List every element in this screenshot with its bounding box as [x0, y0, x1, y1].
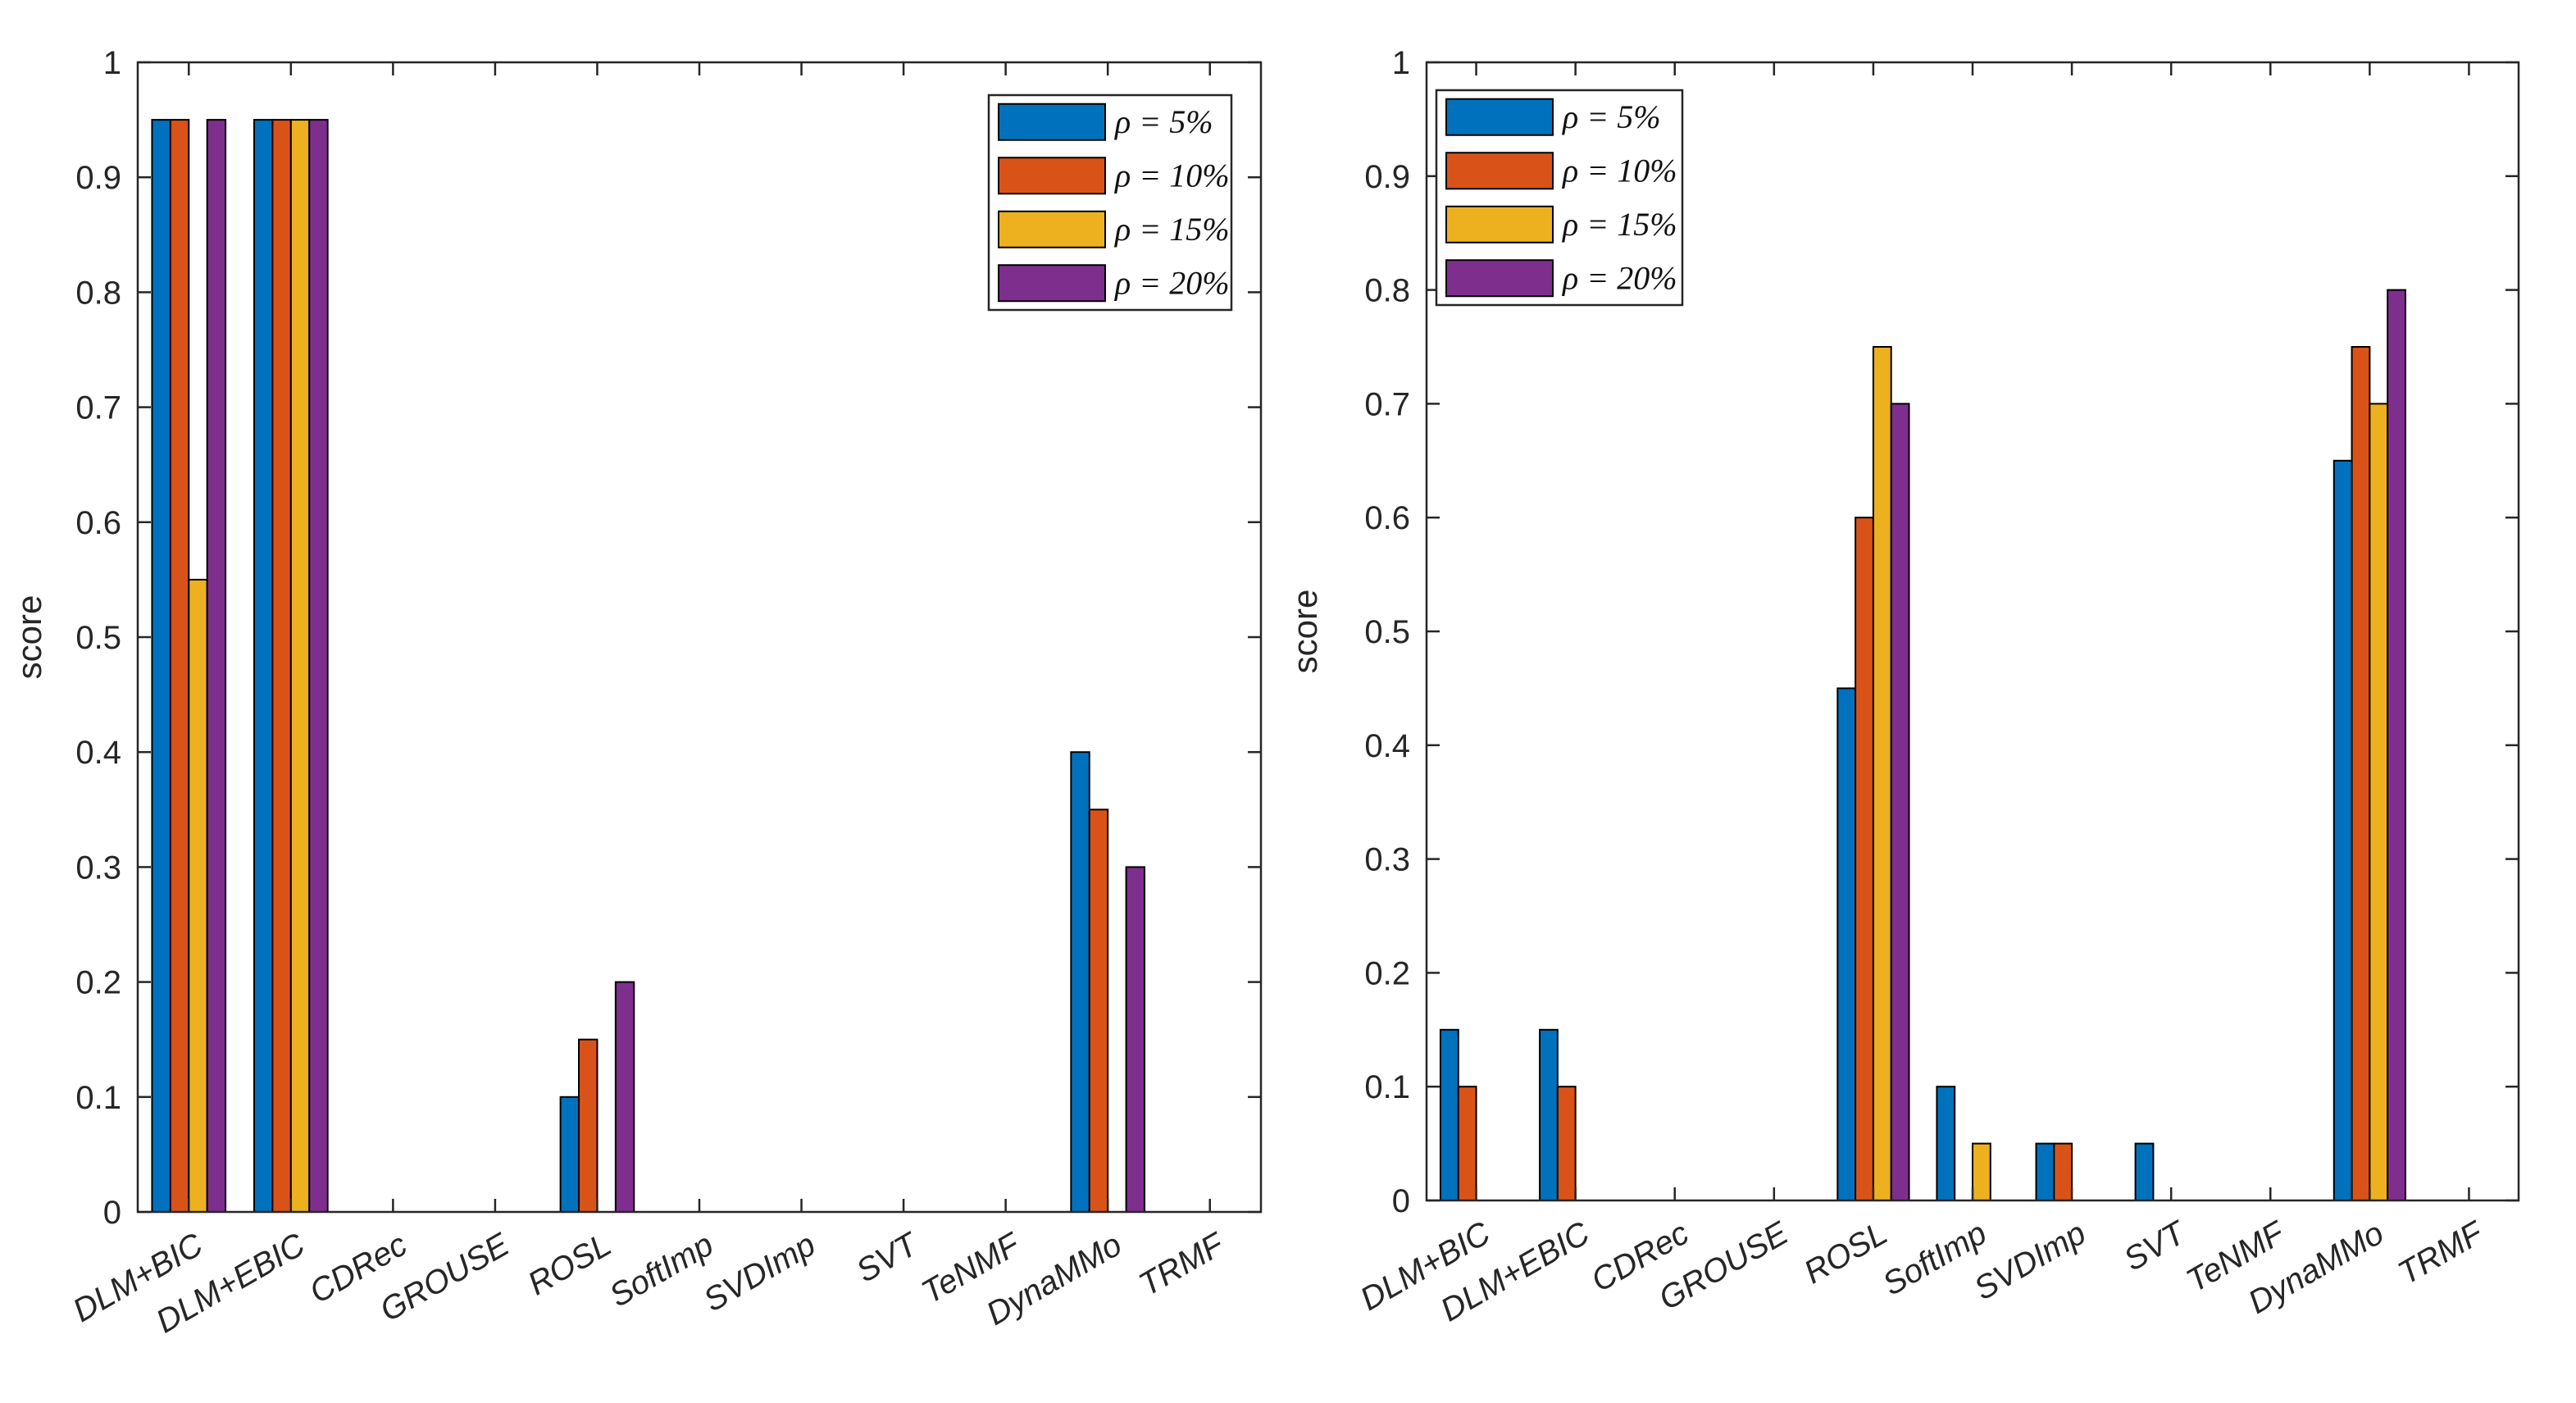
y-tick-label: 0.5	[1364, 614, 1410, 650]
legend-label: ρ = 15%	[1561, 206, 1677, 243]
bar	[2351, 346, 2371, 1201]
legend: ρ = 5% ρ = 10% ρ = 15% ρ = 20%	[987, 93, 1233, 312]
bar	[308, 119, 329, 1214]
x-category-label: TRMF	[1133, 1225, 1231, 1303]
bar	[1855, 517, 1874, 1201]
y-tick-label: 0.4	[1364, 728, 1410, 764]
y-axis: 0 0.1 0.2 0.3 0.4 0.5 0.6 0.7 0.8 0.9 1	[1364, 45, 2519, 1219]
legend-label: ρ = 10%	[1561, 152, 1677, 189]
legend-swatch	[1445, 205, 1554, 244]
legend-label: ρ = 10%	[1113, 157, 1230, 194]
x-category-label: SVDImp	[698, 1227, 821, 1319]
bar	[271, 119, 292, 1214]
legend-swatch	[1445, 259, 1554, 298]
legend-label: ρ = 15%	[1113, 211, 1230, 248]
bars	[1439, 289, 2406, 1202]
bar	[169, 119, 190, 1214]
legend-swatch	[998, 157, 1106, 195]
bar	[1836, 687, 1857, 1201]
bar	[2053, 1142, 2073, 1201]
x-category-label: ROSL	[522, 1227, 617, 1303]
bar	[2369, 403, 2389, 1201]
x-category-label: SoftImp	[603, 1227, 719, 1314]
y-tick-label: 1	[103, 45, 121, 81]
legend-label: ρ = 5%	[1113, 103, 1213, 140]
y-tick-label: 0	[103, 1195, 121, 1231]
y-tick-label: 0.4	[75, 735, 121, 771]
y-tick-label: 0.8	[1364, 273, 1410, 309]
bar	[1972, 1142, 1991, 1201]
y-tick-label: 0.9	[1364, 159, 1410, 195]
legend-swatch	[1445, 152, 1554, 190]
legend-swatch	[998, 102, 1106, 141]
y-tick-label: 0.9	[75, 160, 121, 196]
bar	[559, 1096, 580, 1214]
bar	[151, 119, 171, 1214]
bar	[2035, 1142, 2055, 1201]
bar	[289, 119, 311, 1214]
bar	[1439, 1028, 1459, 1202]
y-tick-label: 1	[1392, 45, 1410, 81]
chart-panel-2: 00.10.20.30.40.50.60.70.80.91DLM+BICDLM+…	[1286, 45, 2520, 1328]
y-tick-label: 0.2	[75, 965, 121, 1001]
legend-label: ρ = 20%	[1113, 264, 1230, 301]
bar	[1936, 1086, 1956, 1201]
y-tick-label: 0.1	[1364, 1069, 1410, 1105]
y-tick-label: 0.7	[1364, 386, 1410, 422]
y-tick-label: 0	[1392, 1183, 1410, 1219]
y-tick-label: 0.6	[1364, 500, 1410, 536]
y-tick-label: 0.8	[75, 275, 121, 311]
y-axis: 0 0.1 0.2 0.3 0.4 0.5 0.6 0.7 0.8 0.9 1	[75, 45, 1261, 1231]
bar	[1556, 1086, 1577, 1201]
y-axis-label: score	[10, 595, 48, 680]
legend-swatch	[998, 264, 1106, 303]
y-tick-label: 0.6	[75, 505, 121, 541]
x-category-label: SVDImp	[1968, 1215, 2092, 1308]
bar	[1872, 346, 1892, 1201]
bar	[2387, 289, 2406, 1202]
x-category-label: TRMF	[2392, 1214, 2491, 1291]
x-category-label: SVT	[850, 1225, 926, 1289]
y-axis-label: score	[1286, 590, 1324, 674]
bar	[253, 119, 274, 1214]
bar	[2134, 1142, 2155, 1201]
legend-swatch	[1445, 98, 1554, 136]
bar	[1070, 751, 1090, 1213]
bar	[206, 119, 227, 1214]
legend: ρ = 5% ρ = 10% ρ = 15% ρ = 20%	[1435, 89, 1684, 307]
y-tick-label: 0.7	[75, 390, 121, 426]
y-tick-label: 0.5	[75, 620, 121, 656]
bar	[578, 1038, 598, 1213]
bar	[188, 578, 208, 1213]
legend-label: ρ = 5%	[1561, 98, 1661, 135]
legend-label: ρ = 20%	[1561, 259, 1677, 296]
legend-swatch	[998, 210, 1106, 248]
bar	[1457, 1086, 1477, 1201]
y-tick-label: 0.3	[1364, 842, 1410, 878]
y-tick-label: 0.3	[75, 850, 121, 886]
bar	[1088, 809, 1109, 1213]
chart-panel-1: 00.10.20.30.40.50.60.70.80.91DLM+BICDLM+…	[10, 45, 1263, 1340]
bar	[1890, 403, 1910, 1201]
x-category-label: ROSL	[1798, 1215, 1893, 1291]
y-tick-label: 0.2	[1364, 955, 1410, 991]
y-tick-label: 0.1	[75, 1080, 121, 1116]
bar	[1125, 866, 1146, 1214]
bar	[2333, 459, 2353, 1201]
bar	[1539, 1028, 1559, 1202]
bar	[614, 981, 635, 1213]
